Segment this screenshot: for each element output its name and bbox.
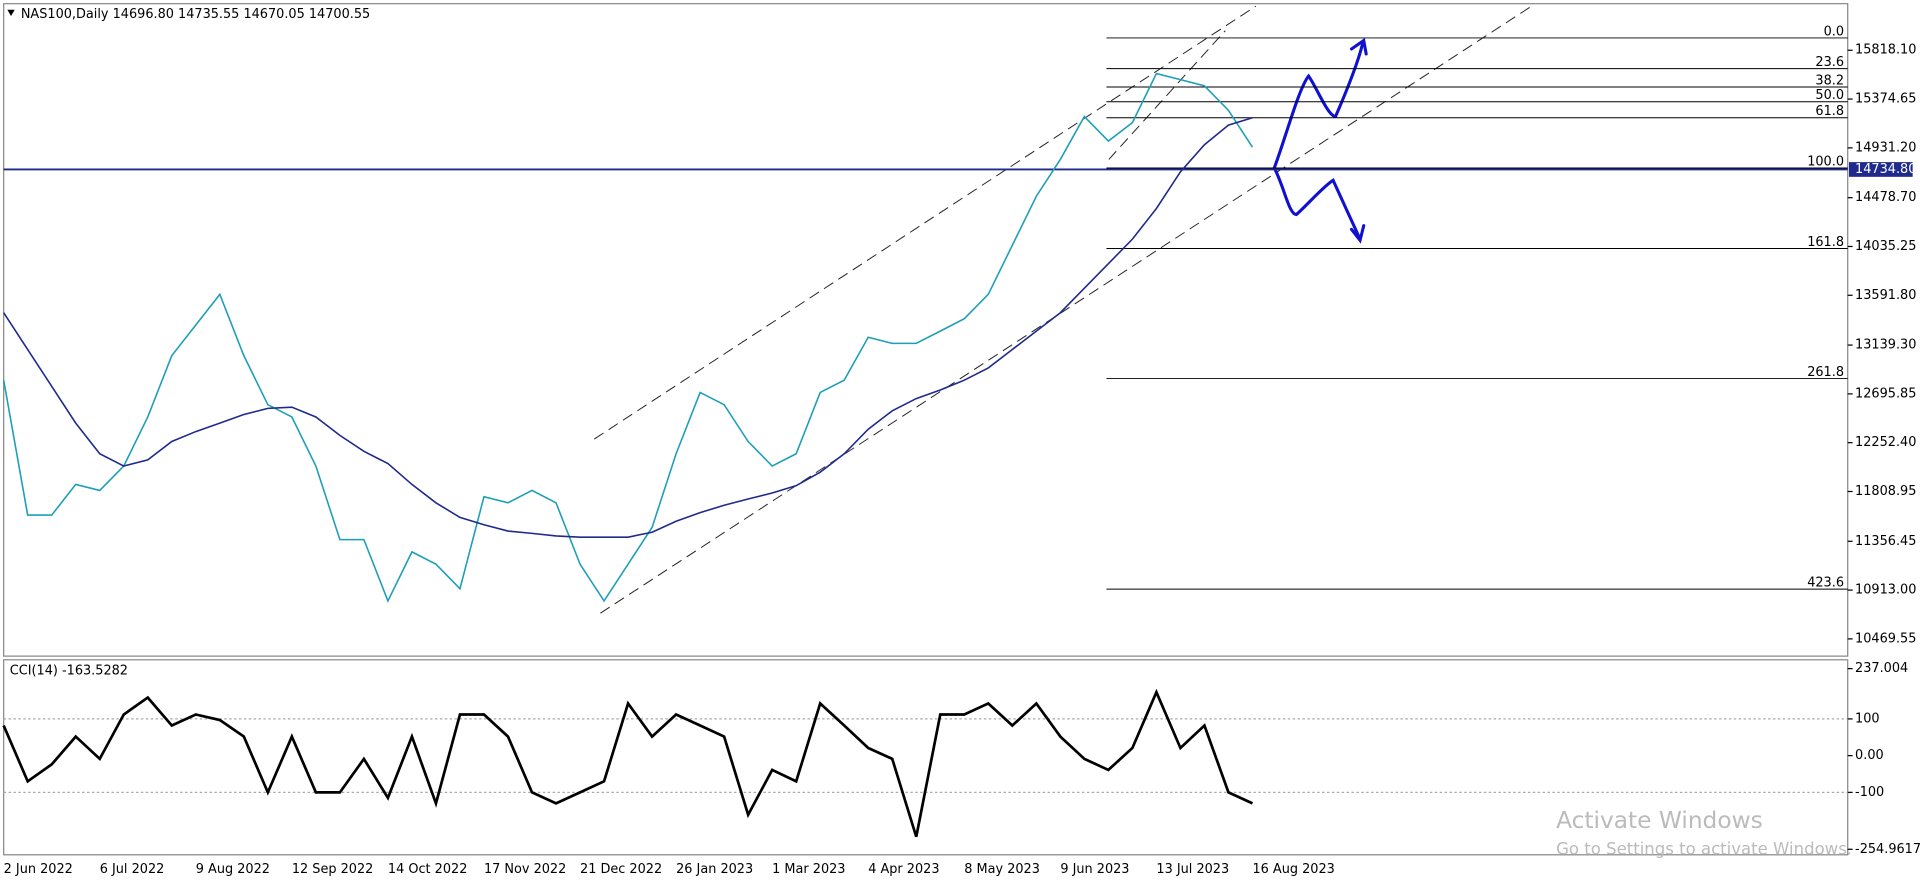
y-tick-label: 15818.10: [1855, 43, 1916, 58]
fib-label: 423.6: [1807, 575, 1844, 590]
watermark-title: Activate Windows: [1556, 807, 1763, 834]
x-tick-label: 4 Apr 2023: [868, 862, 939, 877]
x-tick-label: 21 Dec 2022: [580, 862, 662, 877]
y-tick-label: 14035.25: [1855, 239, 1916, 254]
y-tick-label: 0.00: [1855, 748, 1884, 763]
cci-panel: [3, 659, 1849, 856]
fib-label: 38.2: [1815, 73, 1844, 88]
y-tick-label: -100: [1855, 785, 1884, 800]
fib-label: 161.8: [1807, 235, 1844, 250]
fib-label: 23.6: [1815, 55, 1844, 70]
y-tick-label: 11808.95: [1855, 484, 1916, 499]
x-tick-label: 12 Sep 2022: [292, 862, 373, 877]
y-tick-label: 14478.70: [1855, 190, 1916, 205]
price-panel: [3, 3, 1849, 657]
menu-arrow[interactable]: [7, 9, 15, 16]
series-line: [2, 688, 1254, 838]
y-tick-label: 10913.00: [1855, 583, 1916, 598]
fib-label: 61.8: [1815, 104, 1844, 119]
y-tick-label: 100: [1855, 711, 1880, 726]
y-tick-label: 11356.45: [1855, 534, 1916, 549]
current-price-box: [1848, 162, 1913, 177]
x-tick-label: 2 Jun 2022: [4, 862, 73, 877]
fib-label: 50.0: [1815, 88, 1844, 103]
x-tick-label: 9 Jun 2023: [1060, 862, 1129, 877]
fib-label: 0.0: [1824, 24, 1844, 39]
series-line: [2, 72, 1254, 603]
x-tick-label: 17 Nov 2022: [484, 862, 566, 877]
x-tick-label: 26 Jan 2023: [676, 862, 753, 877]
trend-channel: [593, 5, 1532, 614]
y-tick-label: 15374.65: [1855, 92, 1916, 107]
price-title: NAS100,Daily 14696.80 14735.55 14670.05 …: [21, 7, 370, 22]
x-tick-label: 1 Mar 2023: [772, 862, 845, 877]
current-price-label: 14734.80: [1855, 162, 1916, 177]
fib-label: 100.0: [1807, 154, 1844, 169]
y-tick-label: 237.004: [1855, 661, 1908, 676]
y-tick-label: 12695.85: [1855, 386, 1916, 401]
fib-label: 261.8: [1807, 365, 1844, 380]
x-tick-label: 9 Aug 2022: [196, 862, 270, 877]
watermark-subtitle: Go to Settings to activate Windows.: [1556, 839, 1852, 858]
y-tick-label: 14931.20: [1855, 140, 1916, 155]
series-line: [3, 116, 1253, 538]
y-tick-label: -254.9617: [1855, 842, 1920, 857]
y-tick-label: 10469.55: [1855, 631, 1916, 646]
x-tick-label: 16 Aug 2023: [1252, 862, 1334, 877]
cci-title: CCI(14) -163.5282: [10, 663, 128, 678]
x-tick-label: 6 Jul 2022: [100, 862, 165, 877]
hand-drawn-arrows: [1272, 37, 1368, 244]
y-tick-label: 12252.40: [1855, 435, 1916, 450]
y-tick-label: 13139.30: [1855, 338, 1916, 353]
y-tick-label: 13591.80: [1855, 288, 1916, 303]
x-tick-label: 14 Oct 2022: [388, 862, 467, 877]
x-tick-label: 13 Jul 2023: [1156, 862, 1229, 877]
x-tick-label: 8 May 2023: [964, 862, 1040, 877]
